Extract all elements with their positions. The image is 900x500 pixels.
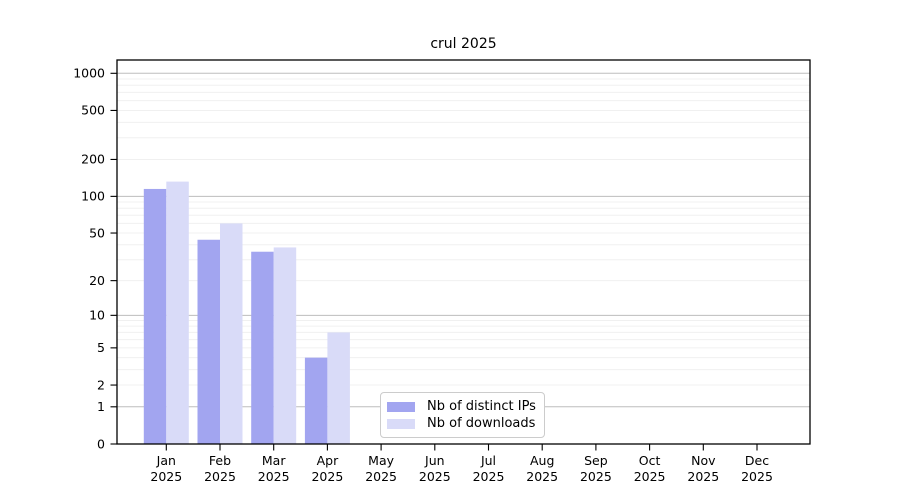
x-tick-label-month: Sep [584,453,608,468]
y-tick-label: 0 [97,436,105,451]
legend-swatch-distinct-ips [387,401,415,412]
x-tick-label-month: Dec [745,453,769,468]
y-tick-label: 20 [89,273,105,288]
plot-border [116,59,811,445]
x-tick-label-year: 2025 [580,469,612,484]
bar-downloads [327,332,350,444]
bar-downloads [166,181,189,444]
y-tick-label: 100 [81,189,105,204]
y-tick-label: 500 [81,103,105,118]
y-tick-label: 2 [97,377,105,392]
legend-item-downloads: Nb of downloads [387,415,536,432]
bar-distinct-ips [304,357,328,444]
bar-downloads [220,223,243,444]
x-tick-label-year: 2025 [687,469,719,484]
y-tick-label: 5 [97,340,105,355]
y-tick-label: 1000 [73,66,105,81]
x-tick-label-month: Nov [691,453,716,468]
legend-item-distinct-ips: Nb of distinct IPs [387,398,536,415]
bar-distinct-ips [251,251,274,444]
bar-distinct-ips [143,188,167,444]
x-tick-label-month: Mar [262,453,286,468]
x-tick-label-year: 2025 [258,469,290,484]
x-tick-label-year: 2025 [311,469,343,484]
x-tick-label-year: 2025 [204,469,236,484]
chart-title: crul 2025 [430,36,497,52]
x-tick-label-year: 2025 [473,469,505,484]
y-tick-label: 10 [89,308,105,323]
legend-swatch-downloads [387,418,415,429]
x-tick-label-month: Jan [156,453,176,468]
x-tick-label-year: 2025 [634,469,666,484]
x-tick-label-month: Oct [639,453,661,468]
legend: Nb of distinct IPs Nb of downloads [380,392,545,438]
x-tick-label-month: Apr [317,453,339,468]
y-tick-label: 200 [81,152,105,167]
legend-label-distinct-ips: Nb of distinct IPs [427,399,536,414]
bar-distinct-ips [197,239,220,444]
x-tick-label-year: 2025 [526,469,558,484]
x-tick-label-month: Aug [530,453,554,468]
y-tick-label: 1 [97,399,105,414]
x-tick-label-month: Feb [209,453,231,468]
x-tick-label-year: 2025 [365,469,397,484]
x-tick-label-month: Jun [424,453,445,468]
x-tick-label-month: Jul [480,453,496,468]
x-tick-label-month: May [368,453,394,468]
x-tick-label-year: 2025 [419,469,451,484]
legend-label-downloads: Nb of downloads [427,416,536,431]
x-tick-label-year: 2025 [150,469,182,484]
x-tick-label-year: 2025 [741,469,773,484]
bar-downloads [273,247,297,444]
y-tick-label: 50 [89,225,105,240]
